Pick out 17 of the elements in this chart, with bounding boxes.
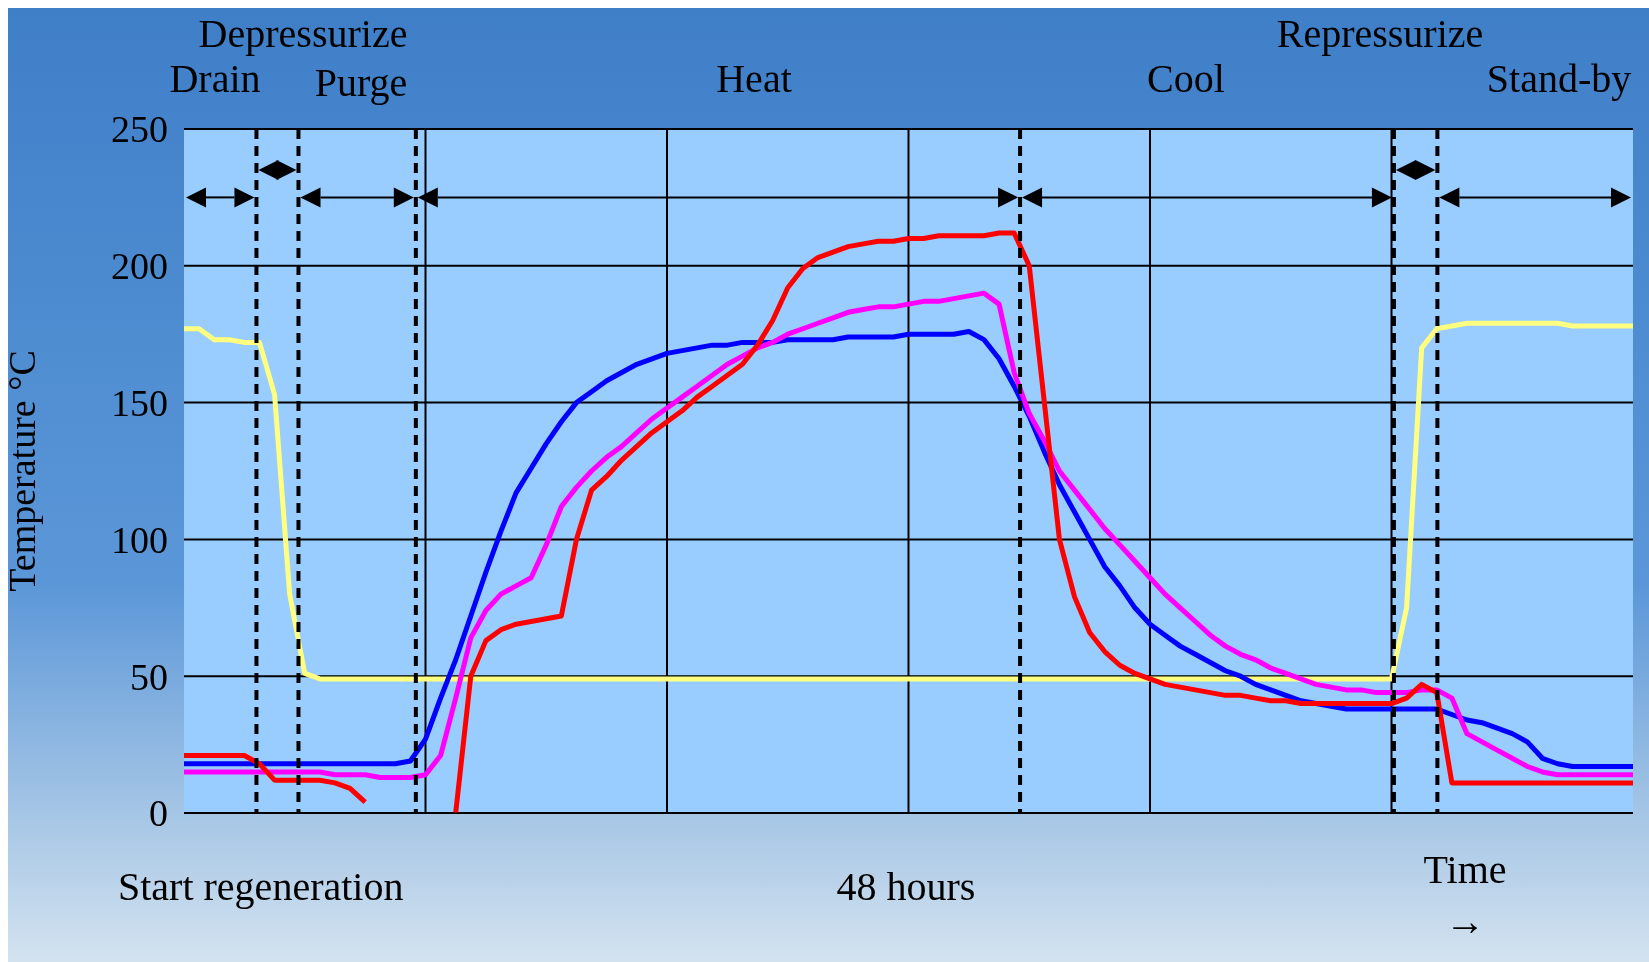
y-tick-label: 0 bbox=[149, 792, 168, 835]
y-tick-label: 50 bbox=[130, 655, 168, 698]
y-tick-label: 200 bbox=[111, 245, 168, 288]
text: Stand-by bbox=[1486, 56, 1632, 101]
y-tick-label: 100 bbox=[111, 518, 168, 561]
y-axis-title: Temperature °C bbox=[1, 350, 44, 592]
text: Start regeneration bbox=[118, 863, 405, 911]
y-tick-label: 150 bbox=[111, 382, 168, 425]
text: Drain bbox=[168, 56, 262, 103]
text: Heat bbox=[715, 55, 793, 103]
y-tick-label: 250 bbox=[111, 108, 168, 151]
text: Depressurize bbox=[197, 10, 409, 58]
text: Time → bbox=[1422, 846, 1508, 946]
text: Purge bbox=[313, 59, 409, 107]
text: 48 hours bbox=[835, 863, 977, 911]
text: Cool bbox=[1147, 56, 1225, 101]
text: Repressurize bbox=[1276, 11, 1484, 56]
